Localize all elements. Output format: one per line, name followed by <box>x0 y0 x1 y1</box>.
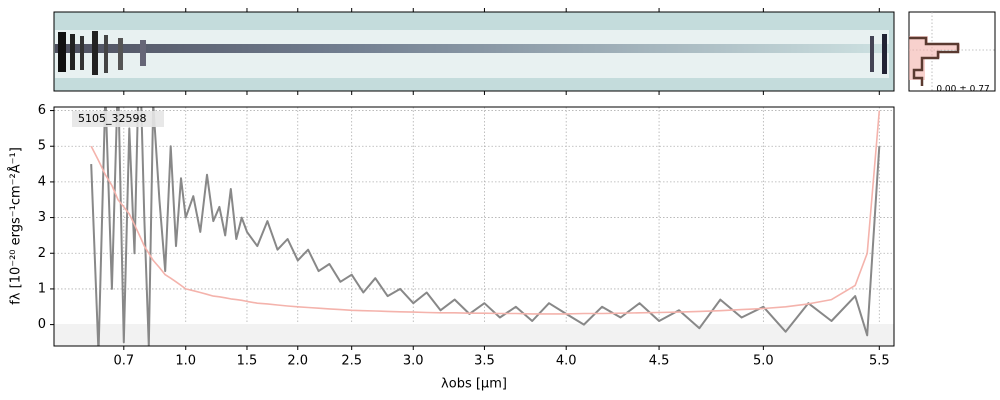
x-tick-label: 5.0 <box>753 354 774 369</box>
x-axis-label: λobs [μm] <box>441 377 507 392</box>
plot-frame <box>53 106 895 347</box>
zero-band <box>54 324 894 346</box>
y-tick-label: 1 <box>38 281 46 296</box>
x-tick-label: 2.5 <box>341 354 362 369</box>
x-tick-label: 5.5 <box>869 354 890 369</box>
y-axis-label: fλ [10⁻²⁰ ergs⁻¹cm⁻²Å⁻¹] <box>8 147 24 305</box>
profile-label: 0.00 ± 0.77 <box>936 85 989 95</box>
x-tick-label: 1.0 <box>175 354 196 369</box>
x-tick-label: 2.0 <box>287 354 308 369</box>
object-label: 5105_32598 <box>78 112 147 125</box>
x-tick-label: 1.5 <box>237 354 258 369</box>
spectrum-2d <box>53 11 895 92</box>
spectrum-line <box>90 110 881 315</box>
y-tick-label: 2 <box>38 246 46 261</box>
x-tick-label: 3.0 <box>403 354 424 369</box>
x-tick-label: 4.5 <box>649 354 670 369</box>
y-tick-label: 0 <box>38 317 46 332</box>
y-tick-label: 5 <box>38 139 46 154</box>
spectrum-line <box>90 107 881 346</box>
x-tick-label: 4.0 <box>556 354 577 369</box>
plot-area <box>54 107 894 346</box>
y-tick-label: 3 <box>38 210 46 225</box>
label-box <box>72 111 164 127</box>
x-tick-label: 3.5 <box>474 354 495 369</box>
profile-panel: 0.00 ± 0.77 <box>908 11 996 95</box>
y-tick-label: 6 <box>38 103 46 118</box>
data <box>90 107 881 346</box>
x-tick-label: 0.7 <box>113 354 134 369</box>
y-tick-label: 4 <box>38 174 46 189</box>
